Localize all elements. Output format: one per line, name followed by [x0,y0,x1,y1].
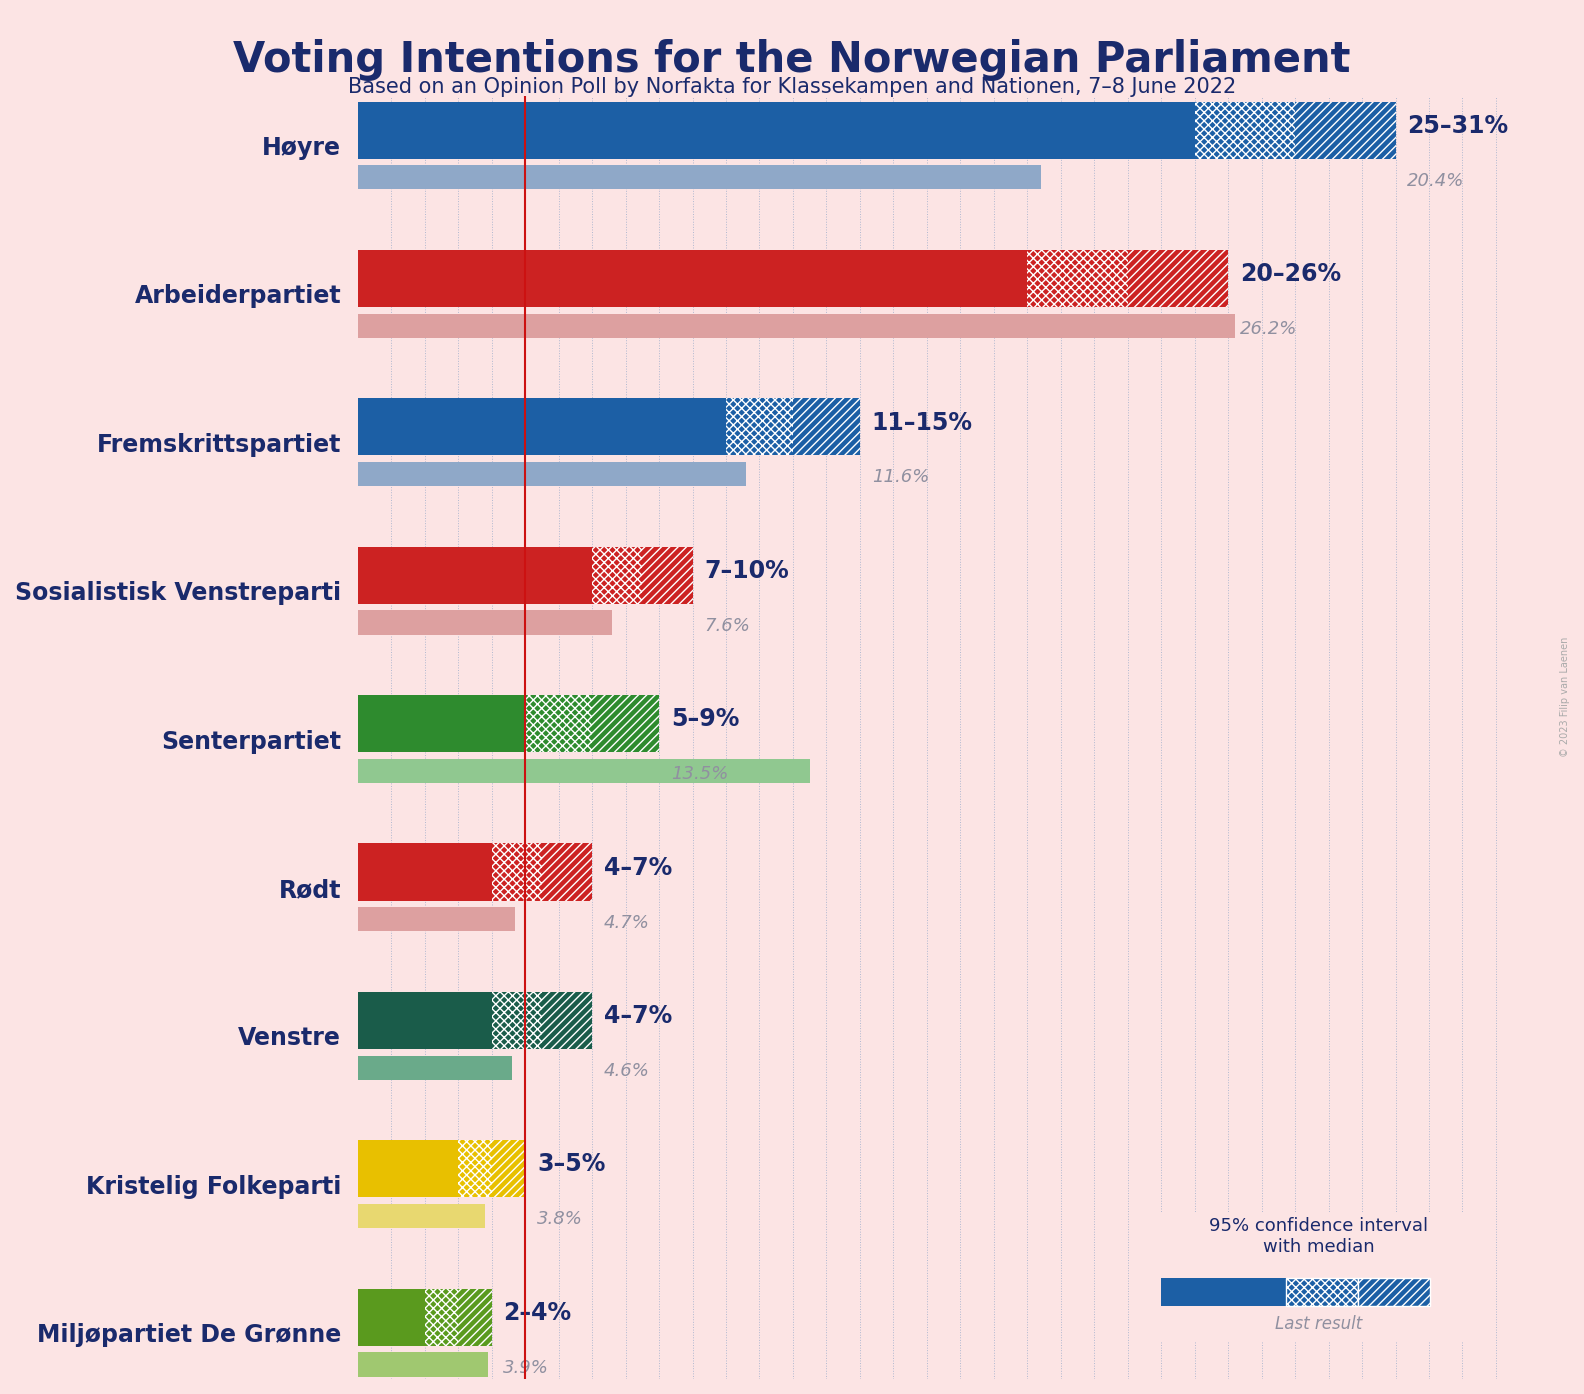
Text: 13.5%: 13.5% [670,765,729,783]
Bar [458,1140,491,1197]
Bar [1194,102,1296,159]
Bar [542,843,592,901]
Bar [358,1288,425,1345]
Bar [458,1288,491,1345]
Bar [358,166,1041,190]
Bar [526,696,592,753]
Bar [358,461,746,487]
Bar [794,399,860,456]
Bar [1128,250,1228,307]
Bar [358,758,809,783]
Text: 20–26%: 20–26% [1240,262,1342,286]
Bar [592,546,643,604]
Text: 7.6%: 7.6% [705,618,751,634]
Bar [725,399,794,456]
Bar [358,1140,458,1197]
Text: 26.2%: 26.2% [1240,321,1297,339]
Text: Based on an Opinion Poll by Norfakta for Klassekampen and Nationen, 7–8 June 202: Based on an Opinion Poll by Norfakta for… [348,77,1236,96]
Text: 4–7%: 4–7% [604,856,672,880]
Text: Voting Intentions for the Norwegian Parliament: Voting Intentions for the Norwegian Parl… [233,39,1351,81]
Bar [1296,102,1396,159]
Bar [358,1204,485,1228]
Bar [358,250,1028,307]
Bar [542,993,592,1050]
Bar [358,1352,488,1377]
Bar [358,546,592,604]
Bar [358,843,491,901]
Bar [491,843,542,901]
Bar [725,399,794,456]
Bar [458,1288,491,1345]
Text: 11–15%: 11–15% [871,410,973,435]
Text: 3.9%: 3.9% [504,1359,550,1377]
Bar [358,314,1236,337]
Text: 2–4%: 2–4% [504,1301,572,1324]
Bar [526,696,592,753]
Bar [592,696,659,753]
Bar [592,696,659,753]
Bar [491,1140,526,1197]
Text: 5–9%: 5–9% [670,707,740,732]
Bar [358,611,611,634]
Bar [542,993,592,1050]
Bar [1194,102,1296,159]
Bar [1028,250,1128,307]
Bar [358,696,526,753]
Bar [643,546,692,604]
Bar [491,993,542,1050]
Bar [358,993,491,1050]
Bar [794,399,860,456]
Bar [491,993,542,1050]
Bar [592,546,643,604]
Bar [358,399,725,456]
Text: 3–5%: 3–5% [537,1153,605,1177]
Text: 7–10%: 7–10% [705,559,789,583]
Bar [491,1140,526,1197]
Bar [1296,102,1396,159]
Bar [358,907,515,931]
Bar [425,1288,458,1345]
Text: 4–7%: 4–7% [604,1004,672,1027]
Bar [458,1140,491,1197]
Bar [1128,250,1228,307]
Bar [358,102,1194,159]
Text: 25–31%: 25–31% [1407,114,1508,138]
Text: 11.6%: 11.6% [871,468,928,487]
Text: © 2023 Filip van Laenen: © 2023 Filip van Laenen [1560,637,1570,757]
Text: 3.8%: 3.8% [537,1210,583,1228]
Bar [1028,250,1128,307]
Bar [425,1288,458,1345]
Text: 20.4%: 20.4% [1407,171,1465,190]
Text: 4.6%: 4.6% [604,1062,649,1080]
Bar [358,1055,512,1080]
Bar [491,843,542,901]
Bar [643,546,692,604]
Text: 4.7%: 4.7% [604,913,649,931]
Bar [542,843,592,901]
